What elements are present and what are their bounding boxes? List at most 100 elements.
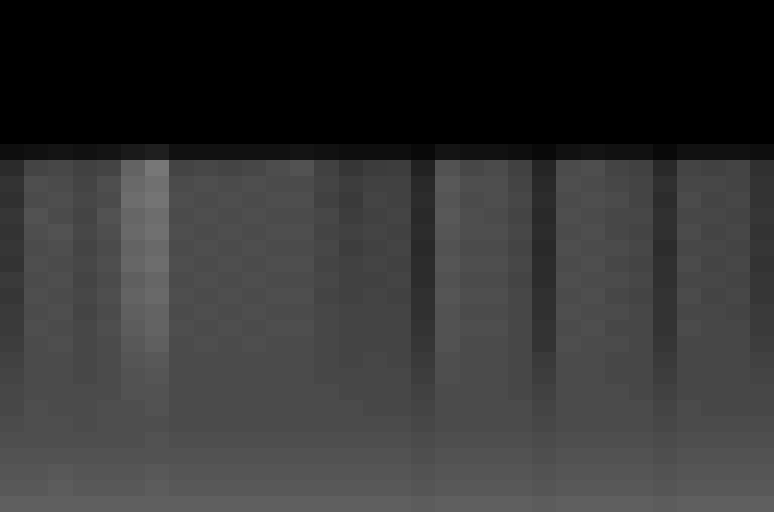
heatmap-cell [363, 96, 388, 113]
heatmap-cell [484, 112, 509, 129]
heatmap-cell [242, 320, 267, 337]
heatmap-cell [387, 32, 412, 49]
heatmap-cell [145, 320, 170, 337]
heatmap-cell [605, 400, 630, 417]
heatmap-cell [363, 160, 388, 177]
heatmap-cell [48, 416, 73, 433]
heatmap-cell [0, 96, 25, 113]
heatmap-cell [581, 144, 606, 161]
heatmap-cell [169, 224, 194, 241]
heatmap-cell [556, 192, 581, 209]
heatmap-cell [581, 432, 606, 449]
heatmap-cell [726, 144, 751, 161]
heatmap-cell [435, 448, 460, 465]
heatmap-cell [581, 320, 606, 337]
heatmap-cell [194, 288, 219, 305]
heatmap-cell [556, 0, 581, 17]
heatmap-cell [508, 96, 533, 113]
heatmap-cell [677, 192, 702, 209]
heatmap-cell [556, 304, 581, 321]
heatmap-cell [701, 320, 726, 337]
heatmap-cell [629, 272, 654, 289]
heatmap-cell [629, 48, 654, 65]
heatmap-cell [435, 320, 460, 337]
heatmap-cell [266, 192, 291, 209]
heatmap-cell [24, 112, 49, 129]
heatmap-cell [605, 368, 630, 385]
heatmap-cell [677, 288, 702, 305]
heatmap-cell [556, 336, 581, 353]
heatmap-cell [460, 464, 485, 481]
heatmap-cell [726, 400, 751, 417]
heatmap-cell [701, 240, 726, 257]
heatmap-cell [73, 384, 98, 401]
heatmap-cell [701, 272, 726, 289]
heatmap-cell [169, 176, 194, 193]
heatmap-cell [314, 64, 339, 81]
heatmap-cell [435, 288, 460, 305]
heatmap-cell [726, 224, 751, 241]
heatmap-cell [242, 352, 267, 369]
heatmap-cell [97, 208, 122, 225]
heatmap-cell [581, 384, 606, 401]
heatmap-cell [24, 0, 49, 17]
heatmap-cell [629, 464, 654, 481]
heatmap-cell [677, 240, 702, 257]
heatmap-cell [290, 144, 315, 161]
heatmap-cell [435, 96, 460, 113]
heatmap-cell [218, 416, 243, 433]
heatmap-cell [677, 128, 702, 145]
heatmap-cell [290, 320, 315, 337]
heatmap-cell [0, 256, 25, 273]
heatmap-cell [169, 480, 194, 497]
heatmap-cell [218, 224, 243, 241]
heatmap-cell [290, 496, 315, 512]
heatmap-cell [121, 144, 146, 161]
heatmap-cell [556, 400, 581, 417]
heatmap-cell [242, 96, 267, 113]
heatmap-cell [24, 144, 49, 161]
heatmap-cell [460, 176, 485, 193]
heatmap-cell [677, 384, 702, 401]
heatmap-cell [73, 16, 98, 33]
heatmap-cell [169, 144, 194, 161]
heatmap-cell [242, 64, 267, 81]
heatmap-cell [387, 96, 412, 113]
heatmap-cell [339, 352, 364, 369]
heatmap-cell [266, 368, 291, 385]
heatmap-cell [48, 384, 73, 401]
heatmap-cell [460, 272, 485, 289]
heatmap-cell [750, 144, 774, 161]
heatmap-cell [629, 240, 654, 257]
heatmap-cell [605, 352, 630, 369]
heatmap-cell [556, 432, 581, 449]
heatmap-cell [314, 320, 339, 337]
heatmap-cell [242, 176, 267, 193]
heatmap-cell [387, 480, 412, 497]
heatmap-cell [242, 416, 267, 433]
heatmap-cell [145, 48, 170, 65]
heatmap-cell [750, 0, 774, 17]
heatmap-cell [581, 368, 606, 385]
heatmap-cell [169, 112, 194, 129]
heatmap-cell [290, 400, 315, 417]
heatmap-cell [411, 336, 436, 353]
heatmap-cell [242, 288, 267, 305]
heatmap-cell [484, 272, 509, 289]
heatmap-cell [411, 96, 436, 113]
heatmap-cell [629, 336, 654, 353]
heatmap-cell [532, 336, 557, 353]
heatmap-cell [290, 96, 315, 113]
heatmap-cell [194, 448, 219, 465]
heatmap-cell [290, 304, 315, 321]
heatmap-cell [411, 384, 436, 401]
heatmap-cell [750, 496, 774, 512]
heatmap-cell [556, 128, 581, 145]
heatmap-cell [532, 144, 557, 161]
heatmap-cell [460, 304, 485, 321]
heatmap-cell [24, 272, 49, 289]
heatmap-cell [726, 240, 751, 257]
heatmap-cell [24, 384, 49, 401]
heatmap-cell [97, 144, 122, 161]
heatmap-cell [363, 224, 388, 241]
